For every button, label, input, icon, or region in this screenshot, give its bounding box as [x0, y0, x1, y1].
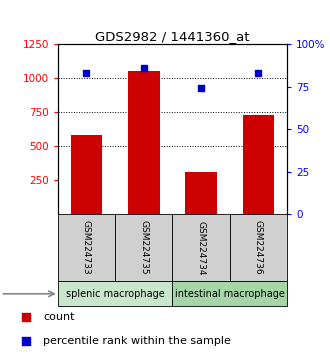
Text: GSM224736: GSM224736: [254, 221, 263, 275]
Text: intestinal macrophage: intestinal macrophage: [175, 289, 285, 299]
Bar: [128, 72, 159, 214]
Point: [141, 65, 147, 71]
Text: GSM224735: GSM224735: [139, 221, 148, 275]
Text: GSM224734: GSM224734: [197, 221, 206, 275]
Point: [24, 314, 29, 320]
Bar: [172, 281, 287, 306]
Bar: [243, 115, 274, 214]
Bar: [58, 281, 172, 306]
Text: splenic macrophage: splenic macrophage: [66, 289, 164, 299]
Title: GDS2982 / 1441360_at: GDS2982 / 1441360_at: [95, 30, 250, 43]
Bar: [71, 135, 102, 214]
Point: [84, 70, 89, 76]
Text: GSM224733: GSM224733: [82, 221, 91, 275]
Point: [24, 338, 29, 344]
Bar: [172, 214, 230, 281]
Text: count: count: [43, 312, 74, 322]
Bar: [115, 214, 172, 281]
Bar: [230, 214, 287, 281]
Bar: [58, 214, 115, 281]
Point: [198, 86, 204, 91]
Point: [256, 70, 261, 76]
Bar: [185, 172, 217, 214]
Text: percentile rank within the sample: percentile rank within the sample: [43, 336, 231, 346]
